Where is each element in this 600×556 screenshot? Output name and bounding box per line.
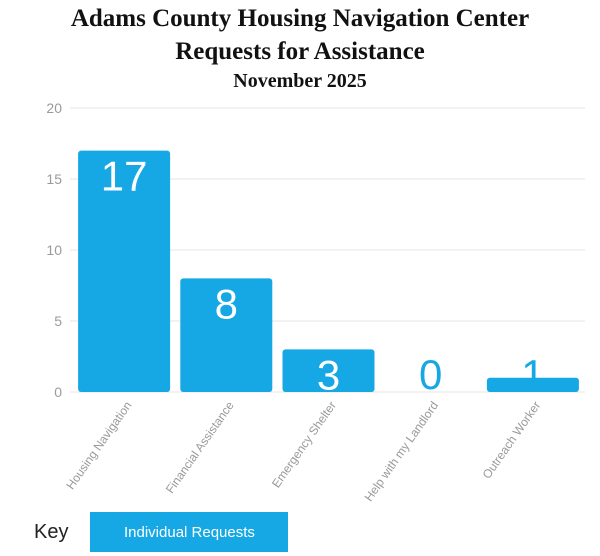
chart-title-line-2: Requests for Assistance [175, 38, 425, 65]
legend-swatch-individual-requests: Individual Requests [90, 512, 289, 552]
bar-value-label: 3 [317, 351, 340, 398]
category-label: Housing Navigation [63, 399, 134, 492]
chart-title-line-1: Adams County Housing Navigation Center [70, 5, 530, 32]
bar [282, 349, 375, 392]
y-tick-label: 15 [46, 171, 62, 187]
bars [78, 150, 579, 392]
category-label: Financial Assistance [163, 398, 237, 495]
y-axis-ticks: 0 5 10 15 20 [46, 100, 62, 400]
y-tick-label: 20 [46, 100, 62, 116]
chart-title-block: Adams County Housing Navigation Center R… [0, 2, 600, 94]
y-tick-label: 10 [46, 242, 62, 258]
bar [486, 377, 579, 392]
category-labels: Housing Navigation Financial Assistance Em… [63, 398, 543, 504]
bar-value-label: 8 [215, 280, 238, 327]
legend-key-label: Key [34, 520, 69, 543]
y-tick-label: 0 [54, 384, 62, 400]
y-tick-label: 5 [54, 313, 62, 329]
legend-series-label: Individual Requests [124, 523, 255, 541]
value-labels: 17 8 3 0 1 [101, 153, 545, 399]
bar-value-label: 17 [101, 153, 148, 200]
category-label: Emergency Shelter [269, 399, 339, 491]
legend: Key Individual Requests [34, 512, 289, 552]
category-label: Help with my Landlord [362, 399, 442, 504]
category-label: Outreach Worker [480, 399, 544, 482]
bar [78, 150, 171, 392]
bar-value-label: 1 [521, 351, 544, 398]
chart-subtitle: November 2025 [233, 70, 367, 92]
bar-value-label: 0 [419, 351, 442, 398]
bar [180, 278, 273, 392]
